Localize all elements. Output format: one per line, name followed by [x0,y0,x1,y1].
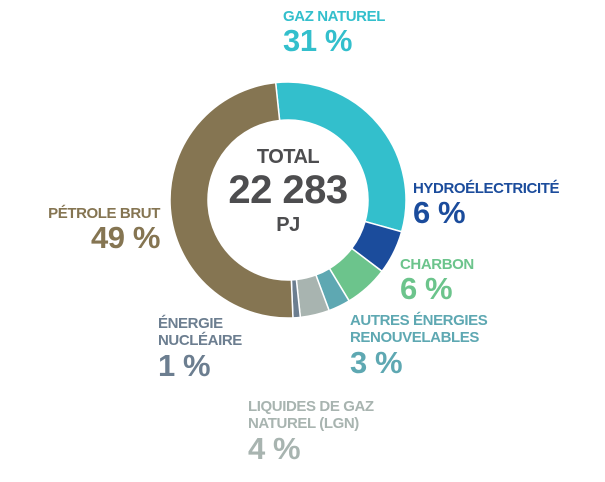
segment-label: CHARBON 6 % [400,256,520,306]
value-label: 1 % [158,347,211,383]
center-total: 22 283 [228,168,348,212]
value-label: 6 % [400,271,453,307]
segment-label: GAZ NATUREL 31 % [283,8,483,58]
category-name: ÉNERGIE NUCLÉAIRE [158,315,242,350]
center-title: TOTAL [256,146,320,168]
center-unit: PJ [276,214,300,236]
value-label: 3 % [350,344,403,380]
segment-label: HYDROÉLECTRICITÉ 6 % [413,180,603,230]
segment-label: AUTRES ÉNERGIES RENOUVELABLES 3 % [350,312,530,379]
category-name: LIQUIDES DE GAZ NATUREL (LGN) [248,398,374,433]
value-label: 31 % [283,23,353,59]
donut-segment [169,81,294,319]
value-label: 6 % [413,195,466,231]
segment-label: PÉTROLE BRUT 49 % [12,205,160,255]
segment-label: ÉNERGIE NUCLÉAIRE 1 % [158,315,278,382]
category-name: CHARBON [400,256,474,273]
segment-label: LIQUIDES DE GAZ NATUREL (LGN) 4 % [248,398,428,465]
category-name: AUTRES ÉNERGIES RENOUVELABLES [350,312,488,347]
category-name: GAZ NATUREL [283,8,385,25]
value-label: 4 % [248,430,301,466]
value-label: 49 % [90,220,160,256]
category-name: HYDROÉLECTRICITÉ [413,180,560,197]
donut-segment [274,81,407,233]
category-name: PÉTROLE BRUT [48,205,160,222]
